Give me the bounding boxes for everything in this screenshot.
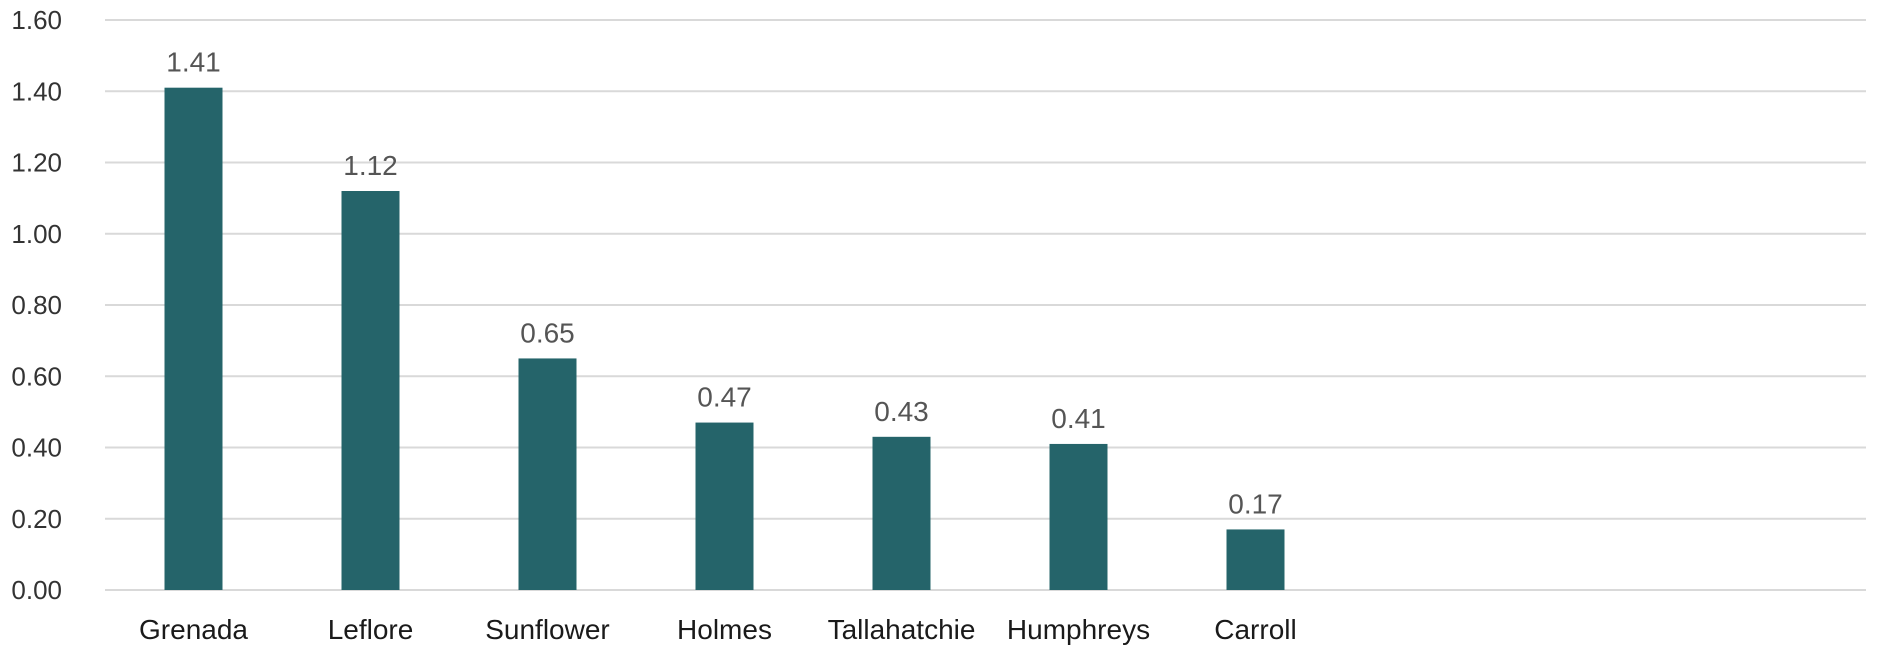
data-label: 0.65 xyxy=(520,317,575,348)
y-tick-label: 0.80 xyxy=(11,290,62,320)
bar xyxy=(518,358,577,590)
x-axis-category-labels: Grenada Leflore Sunflower Holmes Tallahatchi… xyxy=(139,614,1297,645)
bar xyxy=(341,191,400,590)
bar xyxy=(872,436,931,590)
x-category-label: Holmes xyxy=(677,614,772,645)
y-tick-label: 0.20 xyxy=(11,504,62,534)
x-category-label: Carroll xyxy=(1214,614,1296,645)
y-tick-label: 0.40 xyxy=(11,433,62,463)
x-category-label: Sunflower xyxy=(485,614,610,645)
x-category-label: Grenada xyxy=(139,614,248,645)
y-tick-label: 0.60 xyxy=(11,361,62,391)
x-category-label: Humphreys xyxy=(1007,614,1150,645)
data-label: 0.47 xyxy=(697,382,752,413)
x-category-label: Tallahatchie xyxy=(828,614,976,645)
bar xyxy=(695,422,754,590)
bar xyxy=(164,87,223,590)
bar xyxy=(1049,443,1108,590)
y-tick-label: 0.00 xyxy=(11,575,62,605)
bar xyxy=(1226,529,1285,590)
x-category-label: Leflore xyxy=(328,614,414,645)
data-label: 0.17 xyxy=(1228,488,1283,519)
y-tick-label: 1.40 xyxy=(11,76,62,106)
y-tick-label: 1.20 xyxy=(11,148,62,178)
data-label: 0.41 xyxy=(1051,403,1106,434)
y-axis-tick-labels: 0.00 0.20 0.40 0.60 0.80 1.00 1.20 1.40 1.60 xyxy=(11,5,62,605)
y-tick-label: 1.60 xyxy=(11,5,62,35)
data-labels: 1.41 1.12 0.65 0.47 0.43 0.41 0.17 xyxy=(166,47,1283,520)
data-label: 1.41 xyxy=(166,47,221,78)
data-label: 0.43 xyxy=(874,396,929,427)
y-tick-label: 1.00 xyxy=(11,219,62,249)
data-label: 1.12 xyxy=(343,150,398,181)
bars xyxy=(164,87,1285,590)
